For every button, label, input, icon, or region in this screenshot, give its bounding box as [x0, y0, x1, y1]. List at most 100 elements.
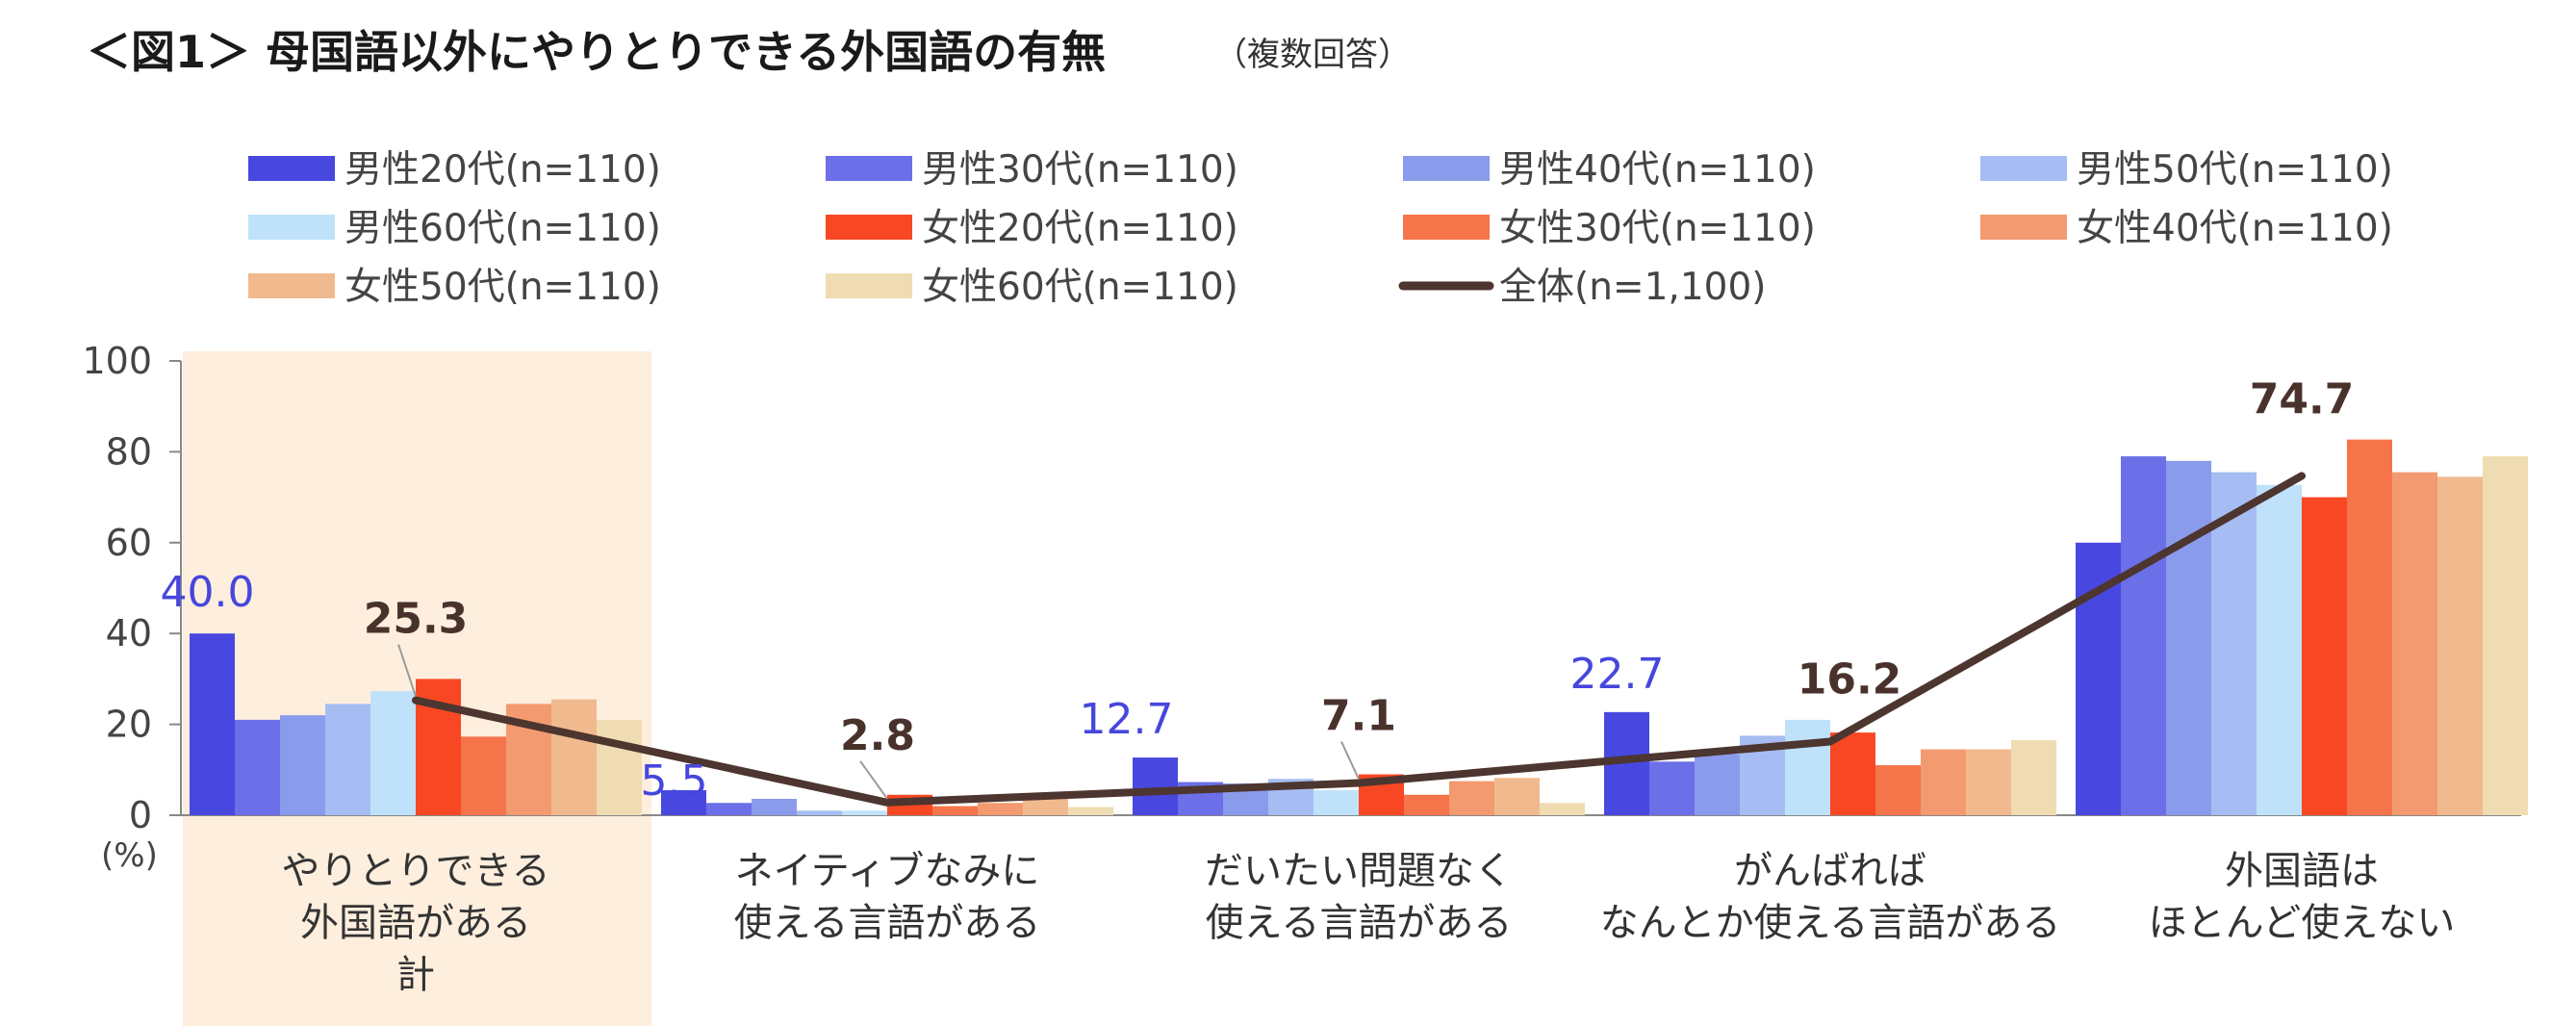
- legend-swatch: [248, 215, 335, 240]
- category-label: 外国語がある: [300, 901, 531, 945]
- bar: [2302, 497, 2347, 815]
- legend-label: 男性30代(n=110): [922, 148, 1238, 192]
- bar: [978, 803, 1023, 815]
- bar: [1695, 754, 1740, 815]
- bar: [706, 803, 752, 815]
- bar: [2483, 456, 2528, 815]
- bar: [1314, 790, 1359, 815]
- legend-label: 全体(n=1,100): [1499, 266, 1766, 309]
- bar: [2121, 456, 2166, 815]
- male20-data-label: 12.7: [1080, 695, 1174, 744]
- bar: [597, 719, 642, 815]
- bar: [325, 704, 370, 815]
- bar: [1540, 803, 1585, 815]
- bar: [1649, 761, 1695, 815]
- total-data-label: 16.2: [1798, 655, 1902, 705]
- data-label-leader: [397, 644, 417, 697]
- bar: [1068, 807, 1113, 815]
- bar: [842, 810, 887, 815]
- legend-label: 女性60代(n=110): [922, 266, 1238, 309]
- bar: [2011, 740, 2056, 815]
- data-labels: 40.0 5.5 12.7 22.7 25.3 2.8 7.1 16.2 74.7: [161, 374, 2355, 806]
- total-data-label: 7.1: [1321, 691, 1396, 740]
- legend-label: 女性50代(n=110): [344, 266, 661, 309]
- category-label: だいたい問題なく: [1205, 849, 1513, 893]
- legend-label: 男性40代(n=110): [1499, 148, 1816, 192]
- y-tick-label: 40: [106, 612, 152, 654]
- data-label-leader: [1340, 741, 1360, 780]
- total-data-label: 74.7: [2250, 374, 2355, 423]
- bar: [1830, 732, 1875, 815]
- bar: [1921, 749, 1966, 815]
- category-label: 外国語は: [2225, 849, 2379, 893]
- data-label-leader: [859, 760, 888, 800]
- bar: [2166, 460, 2211, 815]
- bar: [1875, 765, 1921, 815]
- y-tick-label: 80: [106, 430, 152, 473]
- bar: [661, 790, 706, 815]
- bar: [190, 633, 235, 815]
- category-label: なんとか使える言語がある: [1600, 901, 2061, 945]
- bar: [752, 799, 797, 815]
- legend-swatch: [1403, 215, 1490, 240]
- legend-swatch: [248, 156, 335, 181]
- legend-swatch: [826, 215, 912, 240]
- bar: [2211, 472, 2257, 815]
- legend-swatch: [826, 273, 912, 298]
- male20-data-label: 22.7: [1570, 650, 1665, 699]
- bar: [235, 719, 280, 815]
- bar: [370, 691, 416, 815]
- male20-data-label: 5.5: [641, 757, 708, 806]
- chart-title: ＜図1＞ 母国語以外にやりとりできる外国語の有無: [87, 26, 1106, 78]
- y-tick-label: 0: [129, 794, 152, 836]
- category-labels: やりとりできる外国語がある計ネイティブなみに使える言語があるだいたい問題なく使え…: [281, 849, 2455, 997]
- bar: [932, 806, 978, 815]
- y-tick-label: 60: [106, 522, 152, 564]
- total-line-layer: [412, 472, 2306, 807]
- bar: [1404, 794, 1449, 815]
- legend-label: 男性20代(n=110): [344, 148, 661, 192]
- legend-label: 女性40代(n=110): [2077, 207, 2393, 250]
- bar-series: [190, 439, 2528, 815]
- bar: [2257, 484, 2302, 815]
- category-label: 使える言語がある: [1206, 901, 1513, 945]
- category-label: 使える言語がある: [734, 901, 1041, 945]
- bar: [1449, 781, 1494, 815]
- legend-label: 男性60代(n=110): [344, 207, 661, 250]
- bar: [280, 715, 325, 815]
- chart-title-note: （複数回答）: [1214, 36, 1411, 74]
- legend-swatch: [1980, 156, 2067, 181]
- total-data-label: 25.3: [364, 595, 469, 644]
- bar: [551, 699, 597, 815]
- legend: 男性20代(n=110) 男性30代(n=110) 男性40代(n=110) 男性50…: [248, 148, 2393, 309]
- bar: [1023, 799, 1068, 815]
- category-label: ほとんど使えない: [2149, 901, 2456, 945]
- bar: [2392, 472, 2437, 815]
- legend-swatch: [826, 156, 912, 181]
- category-label: がんばれば: [1734, 849, 1926, 893]
- bar: [2437, 476, 2483, 815]
- legend-swatch: [1980, 215, 2067, 240]
- bar: [2347, 439, 2392, 815]
- bar: [797, 810, 842, 815]
- legend-swatch: [1403, 156, 1490, 181]
- bar: [1494, 778, 1540, 815]
- total-line: [412, 472, 2306, 807]
- category-label: やりとりできる: [281, 849, 549, 893]
- category-label: ネイティブなみに: [735, 849, 1040, 893]
- male20-data-label: 40.0: [161, 568, 255, 617]
- legend-label: 男性50代(n=110): [2077, 148, 2393, 192]
- legend-label: 女性20代(n=110): [922, 207, 1238, 250]
- bar: [461, 736, 506, 815]
- bar: [1133, 757, 1178, 815]
- y-tick-label: 100: [82, 340, 152, 382]
- bar: [1785, 719, 1830, 815]
- legend-swatch: [248, 273, 335, 298]
- category-label: 計: [396, 953, 435, 997]
- bar: [1966, 749, 2011, 815]
- y-tick-label: 20: [106, 704, 152, 746]
- legend-label: 女性30代(n=110): [1499, 207, 1816, 250]
- y-unit-label: (%): [101, 836, 158, 875]
- total-data-label: 2.8: [840, 711, 915, 760]
